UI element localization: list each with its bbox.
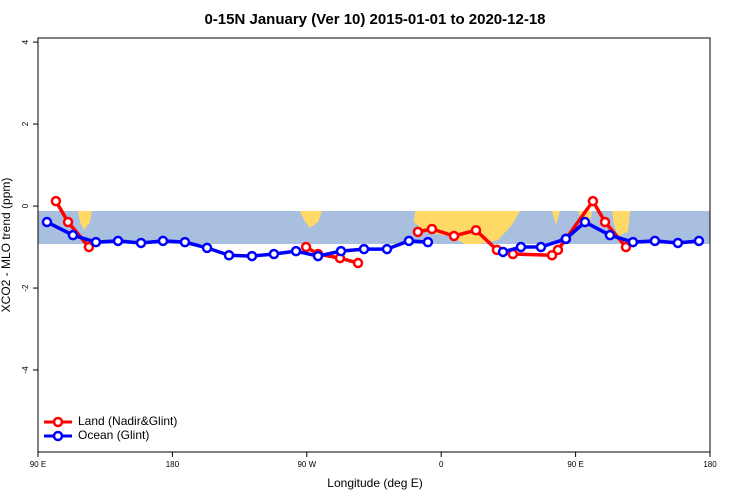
data-point: [403, 235, 415, 247]
x-tick-label: 90 E: [567, 460, 583, 469]
legend-marker: [52, 416, 64, 428]
data-point: [112, 235, 124, 247]
data-point: [90, 236, 102, 248]
data-point: [620, 241, 632, 253]
data-point: [135, 237, 147, 249]
data-point: [515, 241, 527, 253]
y-tick-label: -4: [21, 366, 30, 374]
data-point: [157, 235, 169, 247]
legend-marker: [52, 430, 64, 442]
land-shape: [552, 211, 560, 225]
data-point: [312, 250, 324, 262]
data-point: [604, 229, 616, 241]
data-point: [535, 241, 547, 253]
data-point: [497, 246, 509, 258]
legend-label: Land (Nadir&Glint): [78, 414, 177, 428]
land-shape: [414, 211, 520, 244]
data-point: [552, 244, 564, 256]
x-tick-label: 180: [703, 460, 717, 469]
data-point: [560, 233, 572, 245]
y-tick-label: 4: [21, 39, 30, 44]
data-point: [422, 236, 434, 248]
data-point: [358, 243, 370, 255]
data-point: [381, 243, 393, 255]
land-shape: [78, 211, 92, 230]
x-tick-label: 90 W: [297, 460, 316, 469]
data-point: [412, 226, 424, 238]
data-point: [627, 236, 639, 248]
chart-title: 0-15N January (Ver 10) 2015-01-01 to 202…: [204, 11, 545, 28]
data-point: [352, 257, 364, 269]
data-point: [290, 245, 302, 257]
land-shape: [300, 211, 322, 228]
x-tick-label: 180: [166, 460, 180, 469]
data-point: [649, 235, 661, 247]
x-tick-label: 0: [439, 460, 444, 469]
data-point: [67, 229, 79, 241]
data-point: [62, 216, 74, 228]
data-point: [223, 249, 235, 261]
data-point: [300, 241, 312, 253]
y-tick-label: -2: [21, 284, 30, 292]
data-point: [201, 242, 213, 254]
series-line: [305, 245, 359, 265]
x-axis-label: Longitude (deg E): [327, 476, 422, 490]
data-point: [693, 235, 705, 247]
x-tick-label: 90 E: [30, 460, 46, 469]
legend-label: Ocean (Glint): [78, 428, 149, 442]
data-point: [50, 195, 62, 207]
data-point: [470, 224, 482, 236]
plot-frame: [37, 37, 711, 453]
data-point: [426, 223, 438, 235]
land-shape: [612, 211, 630, 236]
data-point: [599, 216, 611, 228]
data-point: [246, 250, 258, 262]
data-point: [335, 245, 347, 257]
y-tick-label: 2: [21, 121, 30, 126]
data-point: [587, 195, 599, 207]
y-axis-label: XCO2 - MLO trend (ppm): [0, 178, 13, 313]
y-tick-label: 0: [21, 203, 30, 208]
series-line: [502, 220, 700, 254]
data-point: [672, 237, 684, 249]
data-point: [448, 230, 460, 242]
data-point: [41, 216, 53, 228]
data-point: [83, 241, 95, 253]
data-point: [579, 216, 591, 228]
data-point: [179, 236, 191, 248]
data-point: [268, 248, 280, 260]
